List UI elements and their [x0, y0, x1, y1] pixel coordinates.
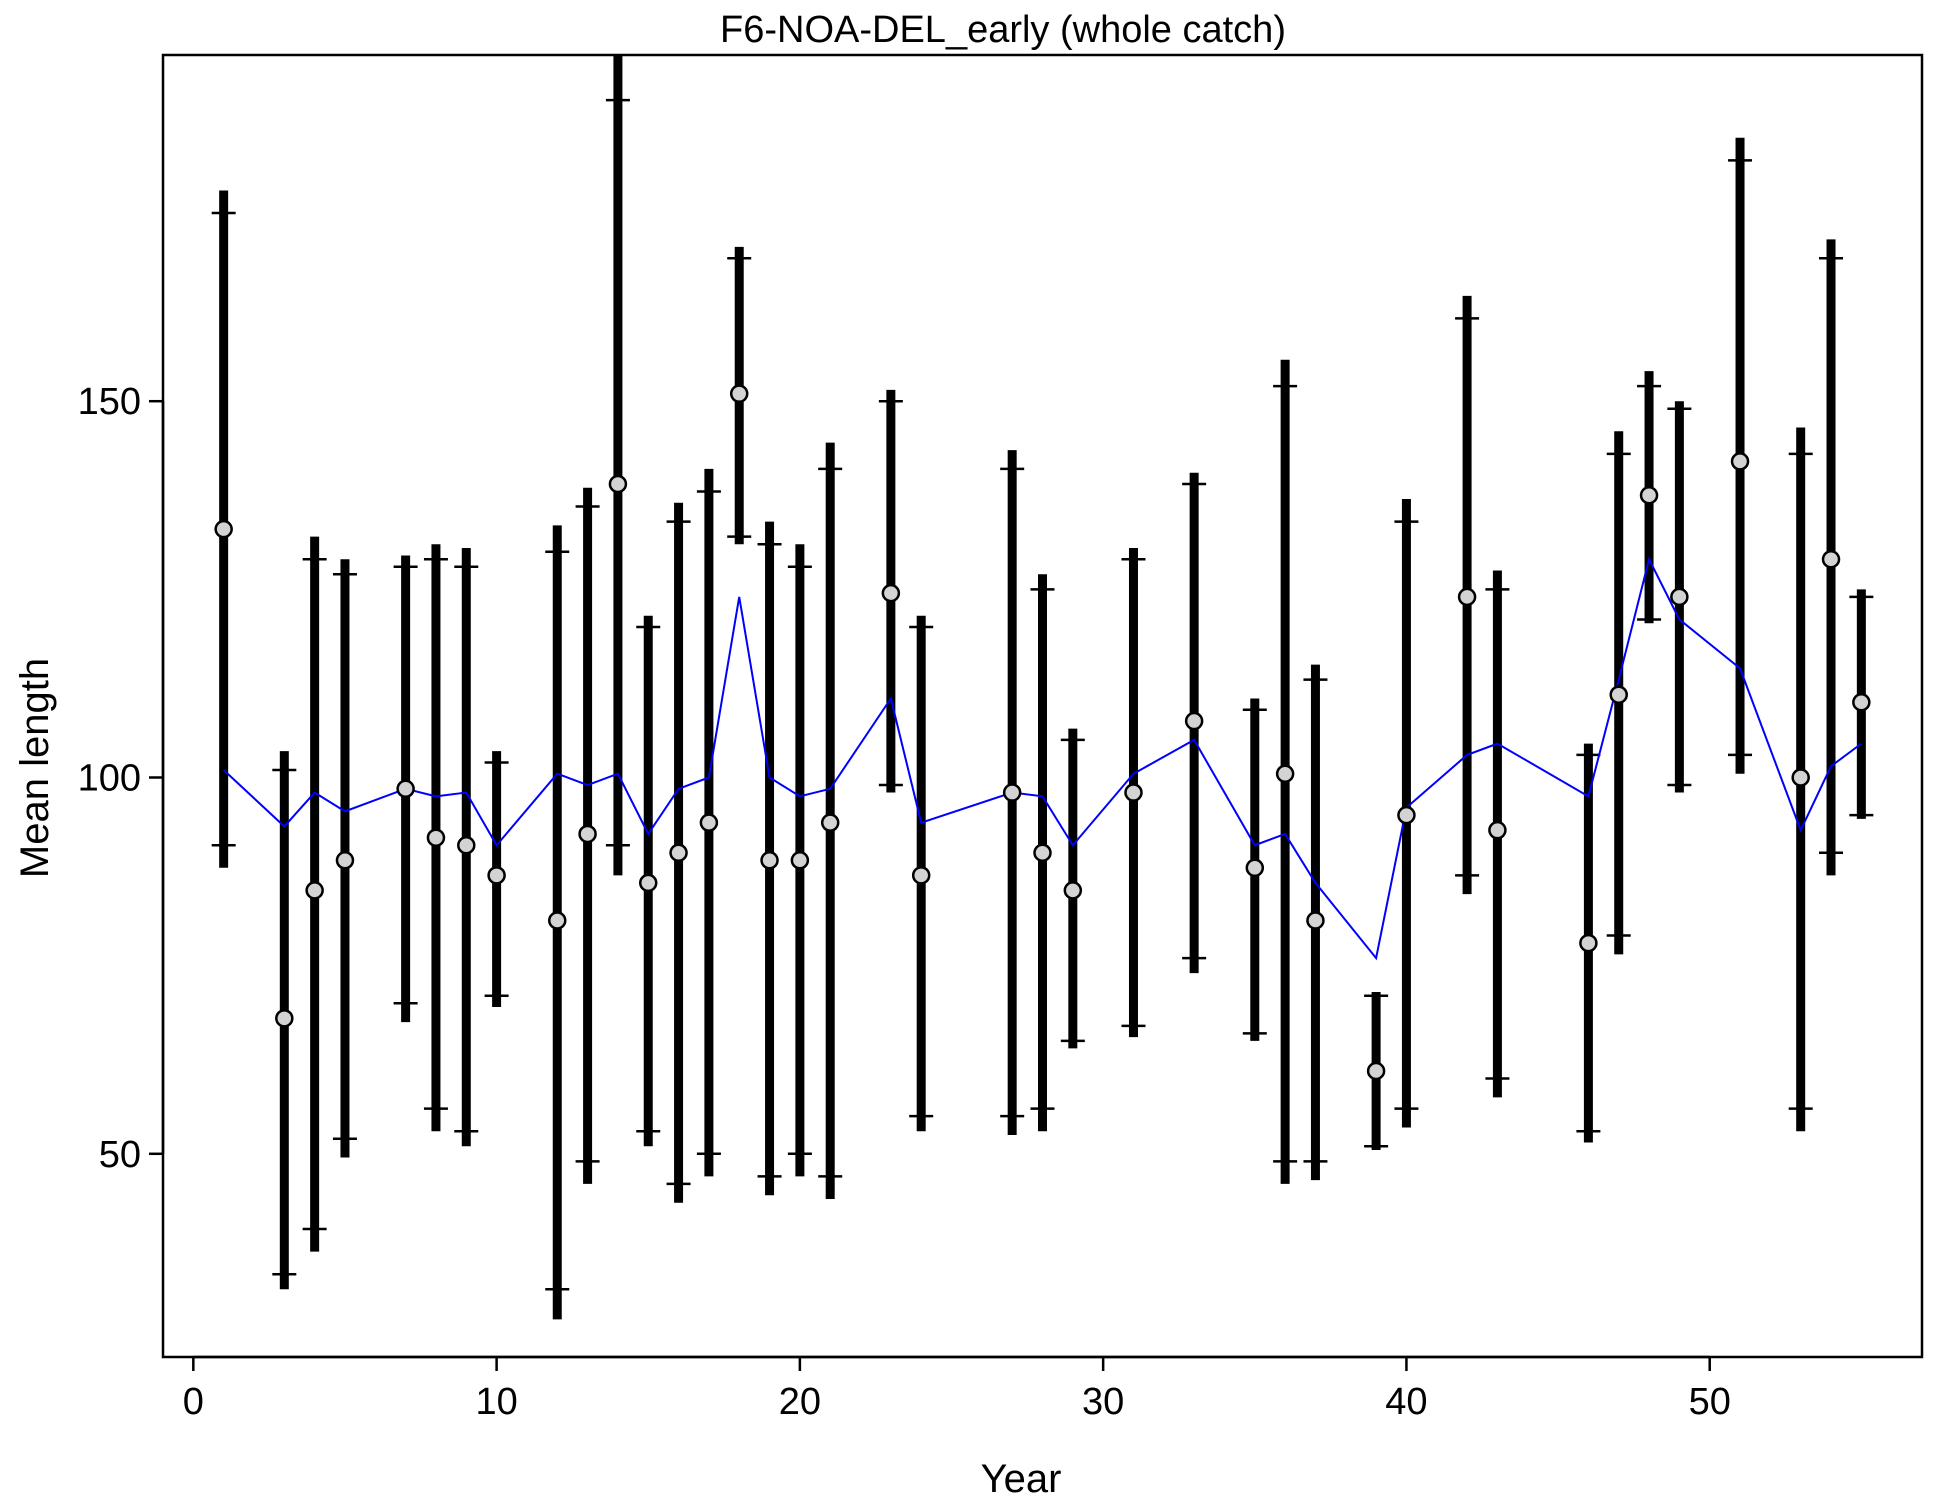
data-point: [729, 384, 749, 403]
x-tick-label: 0: [183, 1381, 204, 1423]
data-point: [1245, 858, 1265, 878]
data-point: [881, 583, 901, 603]
observed-points: [214, 384, 1871, 1081]
data-point: [335, 851, 355, 870]
x-axis: 0 10 20 30 40 50: [183, 1355, 1731, 1423]
data-point: [820, 813, 840, 832]
x-tick-label: 20: [779, 1381, 821, 1423]
data-point: [1730, 452, 1750, 471]
data-point: [1306, 911, 1325, 930]
data-point: [1124, 783, 1143, 802]
data-point: [1033, 843, 1052, 863]
data-point: [1457, 587, 1477, 607]
data-point: [457, 835, 476, 855]
data-point: [1184, 711, 1204, 731]
data-point: [1821, 549, 1841, 569]
data-point: [1670, 587, 1689, 607]
data-point: [699, 813, 719, 832]
data-point: [426, 828, 446, 847]
data-point: [790, 851, 810, 870]
x-tick-label: 50: [1689, 1381, 1731, 1423]
x-tick-label: 40: [1385, 1381, 1427, 1423]
data-point: [1275, 764, 1295, 783]
y-tick-label: 150: [78, 381, 141, 423]
expected-line: [222, 556, 1862, 961]
y-tick-label: 50: [99, 1134, 141, 1176]
data-point: [760, 851, 779, 870]
data-point: [396, 779, 415, 799]
data-point: [638, 873, 658, 893]
data-point: [305, 881, 324, 900]
data-point: [1002, 783, 1022, 802]
data-point: [1579, 933, 1598, 953]
data-point: [669, 843, 688, 863]
data-point: [548, 911, 567, 930]
data-point: [1639, 486, 1659, 505]
data-point: [1609, 685, 1628, 704]
y-axis: 50 100 150: [78, 381, 165, 1176]
data-point: [608, 474, 628, 494]
data-point: [1397, 805, 1416, 825]
data-point: [275, 1009, 294, 1028]
data-point: [578, 824, 597, 844]
data-point: [487, 866, 506, 885]
expected-line-group: [222, 556, 1862, 961]
data-point: [1488, 820, 1507, 840]
x-axis-label: Year: [981, 1457, 1062, 1500]
data-point: [1366, 1061, 1386, 1081]
y-axis-label: Mean length: [13, 658, 57, 878]
y-tick-label: 100: [78, 757, 141, 799]
data-point: [214, 519, 233, 539]
data-point: [1791, 768, 1810, 787]
chart-title: F6-NOA-DEL_early (whole catch): [720, 9, 1286, 51]
x-tick-label: 30: [1082, 1381, 1124, 1423]
data-point: [911, 866, 931, 885]
data-point: [1852, 692, 1871, 712]
data-point: [1063, 881, 1083, 900]
x-tick-label: 10: [475, 1381, 517, 1423]
